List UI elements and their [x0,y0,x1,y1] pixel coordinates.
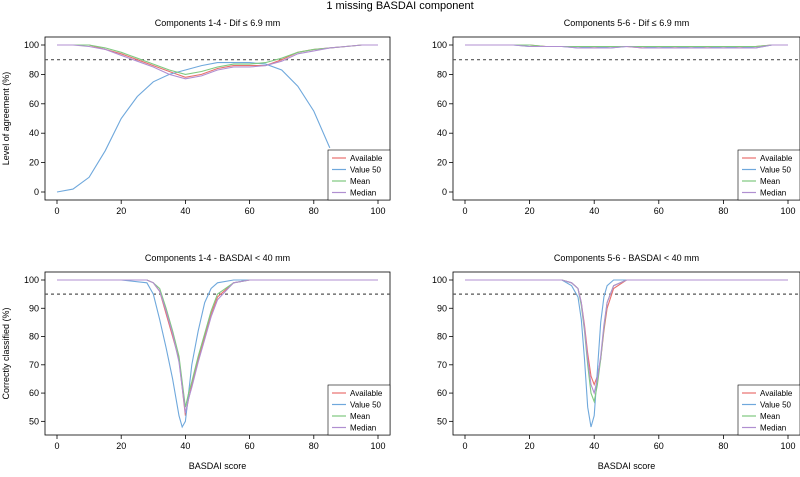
legend-label: Value 50 [760,401,792,410]
legend: Available Value 50 Mean Median [737,384,800,436]
x-tick-label: 20 [525,441,535,451]
series-line-median [465,44,788,49]
y-tick-label: 100 [432,40,447,50]
panel-title: Components 1-4 - BASDAI < 40 mm [145,253,290,263]
plot-frame [452,271,800,436]
series-line-median [465,279,788,396]
y-tick-label: 60 [29,99,39,109]
y-tick-label: 0 [34,187,39,197]
x-tick-label: 40 [589,206,599,216]
y-tick-label: 70 [437,360,447,370]
legend-label: Mean [760,412,780,421]
y-tick-label: 70 [29,360,39,370]
x-tick-label: 20 [525,206,535,216]
y-tick-label: 80 [29,69,39,79]
legend-label: Value 50 [760,166,792,175]
legend-label: Median [760,189,786,198]
x-tick-label: 20 [116,206,126,216]
chart-panel-2: Components 5-6 - Dif ≤ 6.9 mm 0 20 40 60 80 10… [432,18,800,216]
x-tick-label: 80 [309,441,319,451]
legend-label: Mean [350,177,370,186]
legend-label: Available [760,389,793,398]
legend: Available Value 50 Mean Median [737,149,800,201]
series-line-value-50 [56,62,331,193]
series-line-available [465,279,788,387]
y-axis-label: Correctly classified (%) [1,307,11,399]
y-tick-label: 80 [437,332,447,342]
panels-group: Components 1-4 - Dif ≤ 6.9 mm 0 20 40 60 80 10… [1,18,800,471]
x-tick-label: 40 [180,441,190,451]
series-line-mean [465,279,788,404]
y-tick-label: 0 [442,187,447,197]
y-tick-label: 60 [29,388,39,398]
legend-label: Value 50 [350,401,382,410]
plot-frame [44,271,391,436]
x-tick-label: 0 [462,206,467,216]
legend-label: Mean [760,177,780,186]
series-group [56,44,378,193]
y-tick-label: 90 [29,303,39,313]
series-line-median [57,279,378,414]
x-tick-label: 100 [370,206,385,216]
y-tick-label: 20 [29,158,39,168]
y-axis-label: Level of agreement (%) [1,72,11,166]
legend-label: Value 50 [350,166,382,175]
series-group [465,44,788,49]
y-tick-label: 80 [437,69,447,79]
x-tick-label: 60 [245,206,255,216]
figure-title: 1 missing BASDAI component [326,0,473,12]
legend-label: Mean [350,412,370,421]
x-tick-label: 0 [54,441,59,451]
y-tick-label: 50 [29,416,39,426]
x-tick-label: 80 [718,441,728,451]
legend-label: Available [760,154,793,163]
x-axis-label: BASDAI score [189,461,247,471]
x-tick-label: 0 [462,441,467,451]
x-axis-label: BASDAI score [598,461,656,471]
x-tick-label: 100 [780,206,795,216]
y-tick-label: 20 [437,158,447,168]
y-tick-label: 50 [437,416,447,426]
x-tick-label: 80 [718,206,728,216]
legend-label: Available [350,389,383,398]
y-tick-label: 40 [29,128,39,138]
series-line-median [57,44,378,80]
x-tick-label: 100 [780,441,795,451]
legend: Available Value 50 Mean Median [327,384,391,436]
y-tick-label: 100 [24,40,39,50]
panel-title: Components 5-6 - BASDAI < 40 mm [554,253,699,263]
panel-title: Components 1-4 - Dif ≤ 6.9 mm [155,18,280,28]
y-tick-label: 100 [24,275,39,285]
x-tick-label: 20 [116,441,126,451]
x-tick-label: 80 [309,206,319,216]
legend-label: Median [760,424,786,433]
legend-label: Median [350,424,376,433]
chart-panel-3: Components 1-4 - BASDAI < 40 mm 0 20 40 60 80… [1,253,391,471]
x-tick-label: 60 [245,441,255,451]
y-tick-label: 90 [437,303,447,313]
x-tick-label: 100 [370,441,385,451]
y-tick-label: 100 [432,275,447,285]
x-tick-label: 60 [654,206,664,216]
panel-title: Components 5-6 - Dif ≤ 6.9 mm [564,18,689,28]
y-tick-label: 40 [437,128,447,138]
legend-label: Median [350,189,376,198]
series-group [465,279,788,428]
chart-panel-4: Components 5-6 - BASDAI < 40 mm 0 20 40 60 80… [432,253,800,471]
plot-frame [44,36,391,201]
plot-frame [452,36,800,201]
legend: Available Value 50 Mean Median [327,149,391,201]
x-tick-label: 0 [54,206,59,216]
x-tick-label: 60 [654,441,664,451]
x-tick-label: 40 [180,206,190,216]
chart-panel-1: Components 1-4 - Dif ≤ 6.9 mm 0 20 40 60 80 10… [1,18,391,216]
y-tick-label: 60 [437,99,447,109]
series-group [57,279,378,429]
legend-label: Available [350,154,383,163]
y-tick-label: 60 [437,388,447,398]
x-tick-label: 40 [589,441,599,451]
y-tick-label: 80 [29,332,39,342]
